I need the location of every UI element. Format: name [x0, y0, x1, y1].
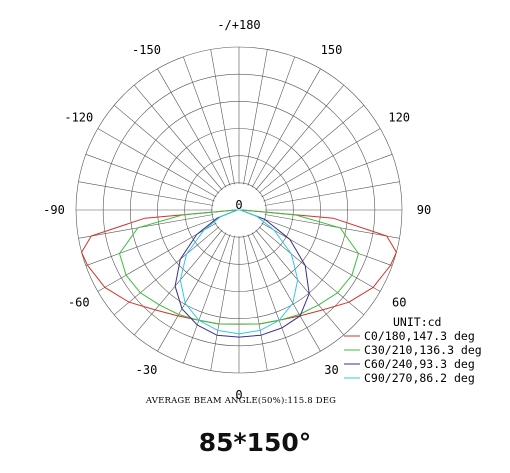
angle-tick-label: 120: [388, 111, 410, 125]
angle-tick-label: -60: [68, 296, 90, 310]
legend-entry: C60/240,93.3 deg: [364, 357, 475, 371]
grid-spoke: [251, 68, 321, 188]
grid-spoke: [264, 181, 400, 206]
series-curves: [81, 209, 397, 338]
legend-entry: C0/180,147.3 deg: [364, 329, 475, 343]
grid-spoke: [85, 218, 215, 266]
grid-spoke: [210, 49, 235, 185]
angle-tick-label: -/+180: [217, 18, 260, 32]
grid-spoke: [264, 214, 400, 239]
grid-spoke: [247, 234, 295, 364]
grid-spoke: [85, 154, 215, 202]
grid-spoke: [183, 234, 231, 364]
grid-spoke: [133, 229, 223, 336]
grid-spoke: [183, 56, 231, 186]
grid-spoke: [97, 128, 217, 198]
angle-tick-labels: -/+180 150 120 90 60 30 0 -30 -60 -90 -120 -150: [43, 18, 431, 402]
grid-spoke: [247, 56, 295, 186]
grid-spoke: [263, 218, 393, 266]
grid-spoke: [255, 84, 345, 191]
series-curve: [174, 209, 310, 338]
angle-tick-label: 150: [321, 43, 343, 57]
grid-spoke: [157, 232, 227, 352]
grid-spoke: [258, 226, 365, 316]
grid-spoke: [261, 128, 381, 198]
grid-spoke: [251, 232, 321, 352]
grid-spoke: [113, 226, 220, 316]
grid-spoke: [78, 214, 214, 239]
center-label: 0: [235, 198, 242, 212]
grid-spoke: [258, 104, 365, 194]
series-curve: [179, 209, 299, 335]
angle-tick-label: 0: [235, 388, 242, 402]
grid-spoke: [210, 235, 235, 371]
chart-title: 85*150°: [198, 428, 312, 457]
grid-spoke: [261, 222, 381, 292]
angle-tick-label: 30: [324, 363, 338, 377]
grid-spoke: [263, 154, 393, 202]
angle-tick-label: -120: [64, 111, 93, 125]
grid-spoke: [133, 84, 223, 191]
grid-spoke: [243, 49, 268, 185]
polar-grid: [75, 46, 403, 374]
angle-tick-label: -90: [43, 203, 65, 217]
angle-tick-label: -150: [132, 43, 161, 57]
angle-tick-label: 90: [417, 203, 431, 217]
series-curve: [119, 209, 359, 325]
grid-spoke: [78, 181, 214, 206]
legend-entry: C90/270,86.2 deg: [364, 371, 475, 385]
angle-tick-label: 60: [392, 296, 406, 310]
angle-tick-label: -30: [136, 363, 158, 377]
grid-spoke: [243, 235, 268, 371]
beam-angle-caption: AVERAGE BEAM ANGLE(50%):115.8 DEG: [145, 395, 336, 406]
grid-spoke: [255, 229, 345, 336]
legend-entry: C30/210,136.3 deg: [364, 343, 482, 357]
grid-spoke: [113, 104, 220, 194]
unit-label: UNIT:cd: [393, 315, 441, 329]
grid-spoke: [157, 68, 227, 188]
